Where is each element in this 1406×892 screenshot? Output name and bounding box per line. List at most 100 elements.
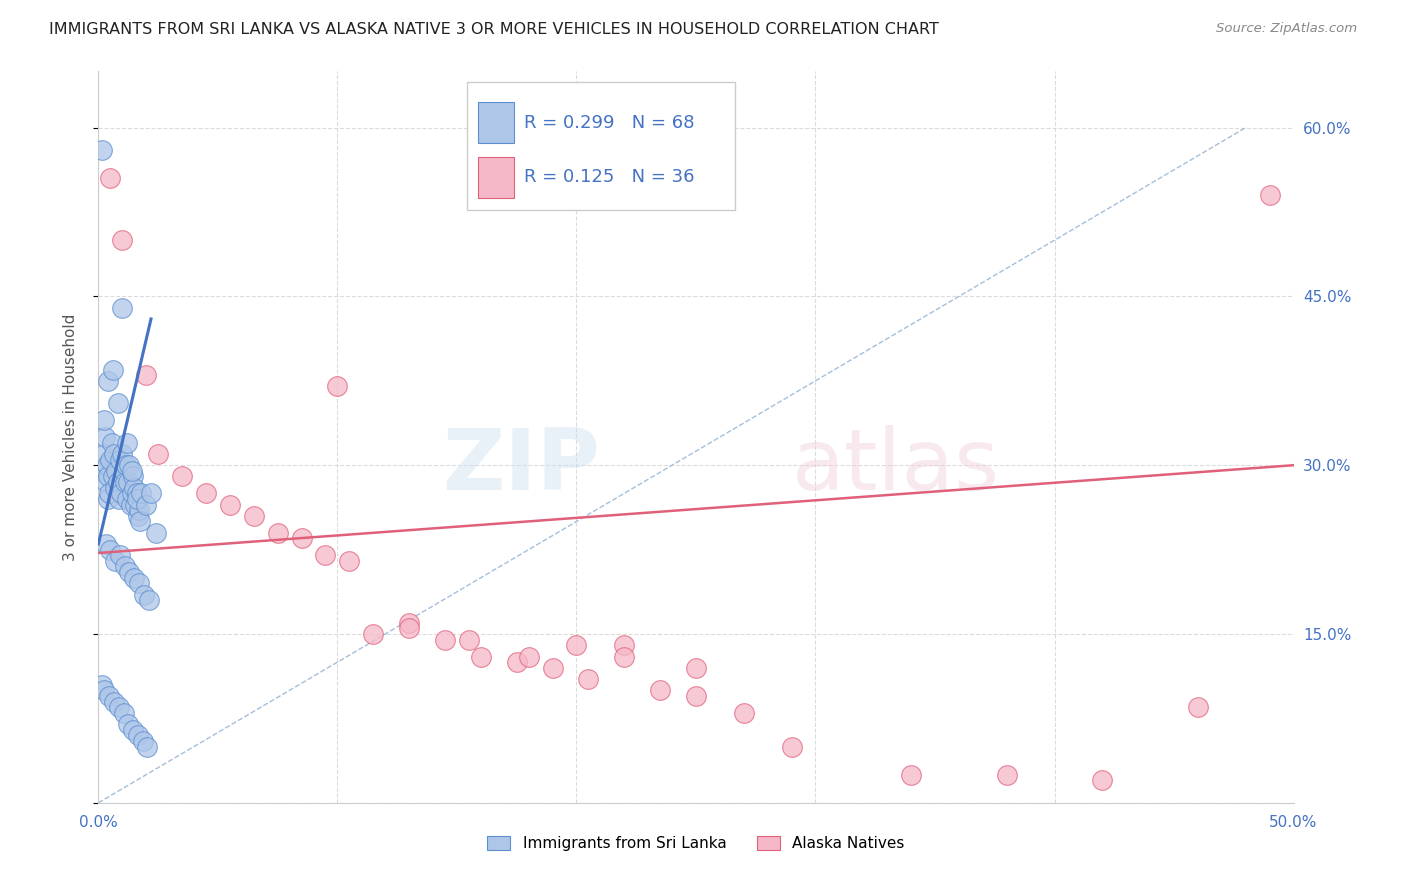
- Point: [91, 464, 114, 478]
- Point: [648, 683, 672, 698]
- Point: [93, 430, 115, 444]
- Point: [118, 565, 141, 579]
- Point: [121, 464, 143, 478]
- Point: [96, 491, 118, 506]
- Point: [125, 486, 148, 500]
- Point: [124, 498, 146, 512]
- Y-axis label: 3 or more Vehicles in Household: 3 or more Vehicles in Household: [63, 313, 77, 561]
- Point: [122, 723, 145, 737]
- Point: [91, 678, 114, 692]
- Point: [127, 728, 149, 742]
- Point: [139, 486, 162, 500]
- Point: [122, 469, 145, 483]
- Point: [110, 486, 132, 500]
- FancyBboxPatch shape: [467, 82, 735, 211]
- Point: [434, 632, 457, 647]
- Point: [94, 475, 117, 489]
- Point: [613, 649, 636, 664]
- Point: [112, 706, 135, 720]
- Text: R = 0.125   N = 36: R = 0.125 N = 36: [524, 169, 695, 186]
- Point: [326, 379, 349, 393]
- Point: [131, 486, 153, 500]
- Point: [565, 638, 588, 652]
- FancyBboxPatch shape: [478, 157, 515, 197]
- Point: [103, 447, 125, 461]
- Point: [138, 593, 160, 607]
- Point: [111, 447, 134, 461]
- Point: [900, 767, 922, 781]
- Point: [685, 689, 707, 703]
- Point: [120, 498, 142, 512]
- Point: [93, 683, 115, 698]
- Point: [101, 362, 124, 376]
- Point: [98, 486, 121, 500]
- Point: [98, 171, 122, 186]
- Point: [315, 548, 337, 562]
- Point: [136, 739, 159, 754]
- Point: [107, 475, 129, 489]
- Point: [578, 672, 600, 686]
- Point: [115, 458, 138, 473]
- Point: [104, 481, 127, 495]
- Point: [98, 689, 121, 703]
- Point: [541, 661, 564, 675]
- Point: [125, 491, 148, 506]
- Point: [108, 452, 131, 467]
- Point: [470, 649, 492, 664]
- Point: [117, 717, 139, 731]
- Point: [107, 396, 129, 410]
- Point: [267, 525, 290, 540]
- Point: [135, 368, 157, 383]
- Point: [104, 554, 127, 568]
- Point: [517, 649, 540, 664]
- Point: [94, 537, 117, 551]
- Point: [1258, 188, 1281, 202]
- Legend: Immigrants from Sri Lanka, Alaska Natives: Immigrants from Sri Lanka, Alaska Native…: [481, 830, 911, 857]
- Point: [98, 452, 122, 467]
- Point: [995, 767, 1018, 781]
- FancyBboxPatch shape: [478, 103, 515, 143]
- Point: [97, 374, 120, 388]
- Point: [111, 301, 134, 315]
- Point: [124, 571, 146, 585]
- Point: [90, 143, 112, 157]
- Text: Source: ZipAtlas.com: Source: ZipAtlas.com: [1216, 22, 1357, 36]
- Point: [118, 458, 141, 473]
- Point: [121, 486, 143, 500]
- Point: [291, 532, 314, 546]
- Point: [219, 498, 242, 512]
- Point: [117, 475, 139, 489]
- Point: [129, 515, 152, 529]
- Point: [458, 632, 481, 647]
- Point: [506, 655, 529, 669]
- Point: [1091, 773, 1114, 788]
- Point: [1187, 700, 1209, 714]
- Point: [613, 638, 636, 652]
- Point: [97, 469, 120, 483]
- Point: [107, 491, 129, 506]
- Point: [111, 233, 134, 247]
- Point: [398, 621, 420, 635]
- Point: [124, 481, 146, 495]
- Point: [103, 694, 125, 708]
- Text: IMMIGRANTS FROM SRI LANKA VS ALASKA NATIVE 3 OR MORE VEHICLES IN HOUSEHOLD CORRE: IMMIGRANTS FROM SRI LANKA VS ALASKA NATI…: [49, 22, 939, 37]
- Point: [115, 491, 138, 506]
- Text: R = 0.299   N = 68: R = 0.299 N = 68: [524, 113, 695, 131]
- Text: ZIP: ZIP: [443, 425, 600, 508]
- Point: [96, 458, 118, 473]
- Point: [114, 559, 136, 574]
- Point: [339, 554, 361, 568]
- Point: [105, 464, 128, 478]
- Point: [114, 475, 136, 489]
- Point: [733, 706, 755, 720]
- Point: [93, 413, 115, 427]
- Text: atlas: atlas: [792, 425, 1000, 508]
- Point: [115, 435, 138, 450]
- Point: [131, 734, 153, 748]
- Point: [685, 661, 707, 675]
- Point: [780, 739, 803, 754]
- Point: [101, 469, 124, 483]
- Point: [108, 548, 131, 562]
- Point: [107, 700, 129, 714]
- Point: [100, 435, 122, 450]
